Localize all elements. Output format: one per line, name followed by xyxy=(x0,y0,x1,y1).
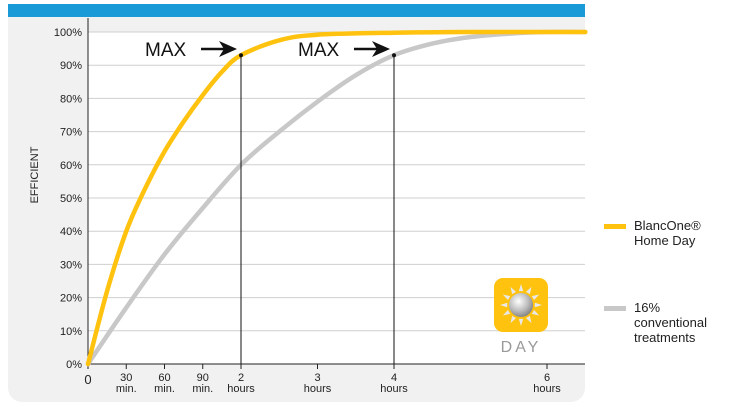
sun-disc xyxy=(509,293,533,317)
y-axis-label: EFFICIENT xyxy=(29,146,41,203)
x-tick-unit: hours xyxy=(533,383,561,395)
sun-ray xyxy=(502,294,511,301)
max-label-1: MAX xyxy=(298,40,340,61)
y-tick-label: 70% xyxy=(60,127,82,139)
y-tick-label: 40% xyxy=(60,226,82,238)
sun-ray xyxy=(502,309,511,316)
x-tick-unit: hours xyxy=(380,383,408,395)
y-tick-label: 100% xyxy=(54,27,82,39)
y-tick-label: 20% xyxy=(60,293,82,305)
legend-swatch-1 xyxy=(604,306,626,311)
y-tick-label: 50% xyxy=(60,193,82,205)
y-tick-label: 30% xyxy=(60,259,82,271)
x-tick-unit: min. xyxy=(192,383,213,395)
x-tick-label: 0 xyxy=(84,372,91,387)
legend-label-0: BlancOne® Home Day xyxy=(634,218,701,248)
y-tick-label: 0% xyxy=(66,359,82,371)
max-label-0: MAX xyxy=(145,40,187,61)
sun-ray xyxy=(510,286,517,295)
sun-ray xyxy=(518,284,524,292)
sun-ray xyxy=(531,294,540,301)
x-tick-label: 6 xyxy=(544,372,550,384)
x-tick-unit: min. xyxy=(116,383,137,395)
legend-label-1: 16% conventional treatments xyxy=(634,300,707,345)
max-arrow-head-0 xyxy=(219,41,237,57)
x-tick-label: 2 xyxy=(238,372,244,384)
sun-ray xyxy=(510,315,517,324)
x-tick-unit: hours xyxy=(304,383,332,395)
y-tick-label: 80% xyxy=(60,93,82,105)
x-tick-unit: hours xyxy=(227,383,255,395)
x-tick-unit: min. xyxy=(154,383,175,395)
sun-ray xyxy=(531,309,540,316)
series-line-0 xyxy=(85,29,588,367)
x-tick-label: 60 xyxy=(158,372,170,384)
max-point-1 xyxy=(392,53,396,58)
x-tick-label: 3 xyxy=(314,372,320,384)
x-tick-label: 30 xyxy=(120,372,132,384)
y-tick-label: 60% xyxy=(60,160,82,172)
sun-ray xyxy=(518,318,524,326)
badge-label: DAY xyxy=(501,339,542,356)
sun-icon xyxy=(500,284,542,326)
max-arrow-head-1 xyxy=(372,41,390,57)
sun-ray xyxy=(534,302,542,308)
max-point-0 xyxy=(239,53,243,58)
header-bar xyxy=(8,4,585,17)
sun-ray xyxy=(500,302,508,308)
legend-swatch-0 xyxy=(604,224,626,229)
sun-ray xyxy=(525,315,532,324)
x-tick-label: 4 xyxy=(391,372,397,384)
y-tick-label: 10% xyxy=(60,326,82,338)
sun-ray xyxy=(525,286,532,295)
x-tick-label: 90 xyxy=(197,372,209,384)
y-tick-label: 90% xyxy=(60,60,82,72)
